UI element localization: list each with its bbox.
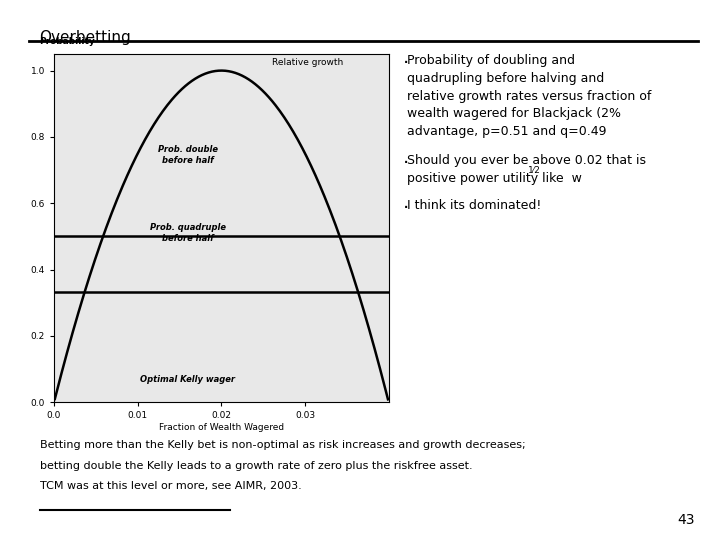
- Text: quadrupling before halving and: quadrupling before halving and: [407, 72, 604, 85]
- Text: Optimal Kelly wager: Optimal Kelly wager: [140, 375, 235, 384]
- Text: Probability: Probability: [39, 37, 95, 46]
- Text: wealth wagered for Blackjack (2%: wealth wagered for Blackjack (2%: [407, 107, 621, 120]
- Text: Betting more than the Kelly bet is non-optimal as risk increases and growth decr: Betting more than the Kelly bet is non-o…: [40, 440, 525, 450]
- Text: 1⁄2: 1⁄2: [528, 166, 541, 176]
- Text: betting double the Kelly leads to a growth rate of zero plus the riskfree asset.: betting double the Kelly leads to a grow…: [40, 461, 472, 471]
- Text: advantage, p=0.51 and q=0.49: advantage, p=0.51 and q=0.49: [407, 125, 606, 138]
- X-axis label: Fraction of Wealth Wagered: Fraction of Wealth Wagered: [159, 423, 284, 432]
- Text: positive power utility like  w: positive power utility like w: [407, 172, 582, 185]
- Text: relative growth rates versus fraction of: relative growth rates versus fraction of: [407, 90, 651, 103]
- Text: Relative growth: Relative growth: [271, 58, 343, 68]
- Text: ·: ·: [403, 199, 410, 218]
- Text: TCM was at this level or more, see AIMR, 2003.: TCM was at this level or more, see AIMR,…: [40, 481, 302, 491]
- Text: Overbetting: Overbetting: [40, 30, 131, 45]
- Text: Prob. quadruple
before half: Prob. quadruple before half: [150, 223, 226, 242]
- Text: Probability of doubling and: Probability of doubling and: [407, 54, 575, 67]
- Text: I think its dominated!: I think its dominated!: [407, 199, 541, 212]
- Text: ·: ·: [403, 154, 410, 173]
- Text: Prob. double
before half: Prob. double before half: [158, 145, 218, 165]
- Text: ·: ·: [403, 54, 410, 73]
- Text: Should you ever be above 0.02 that is: Should you ever be above 0.02 that is: [407, 154, 646, 167]
- Text: 43: 43: [678, 512, 695, 526]
